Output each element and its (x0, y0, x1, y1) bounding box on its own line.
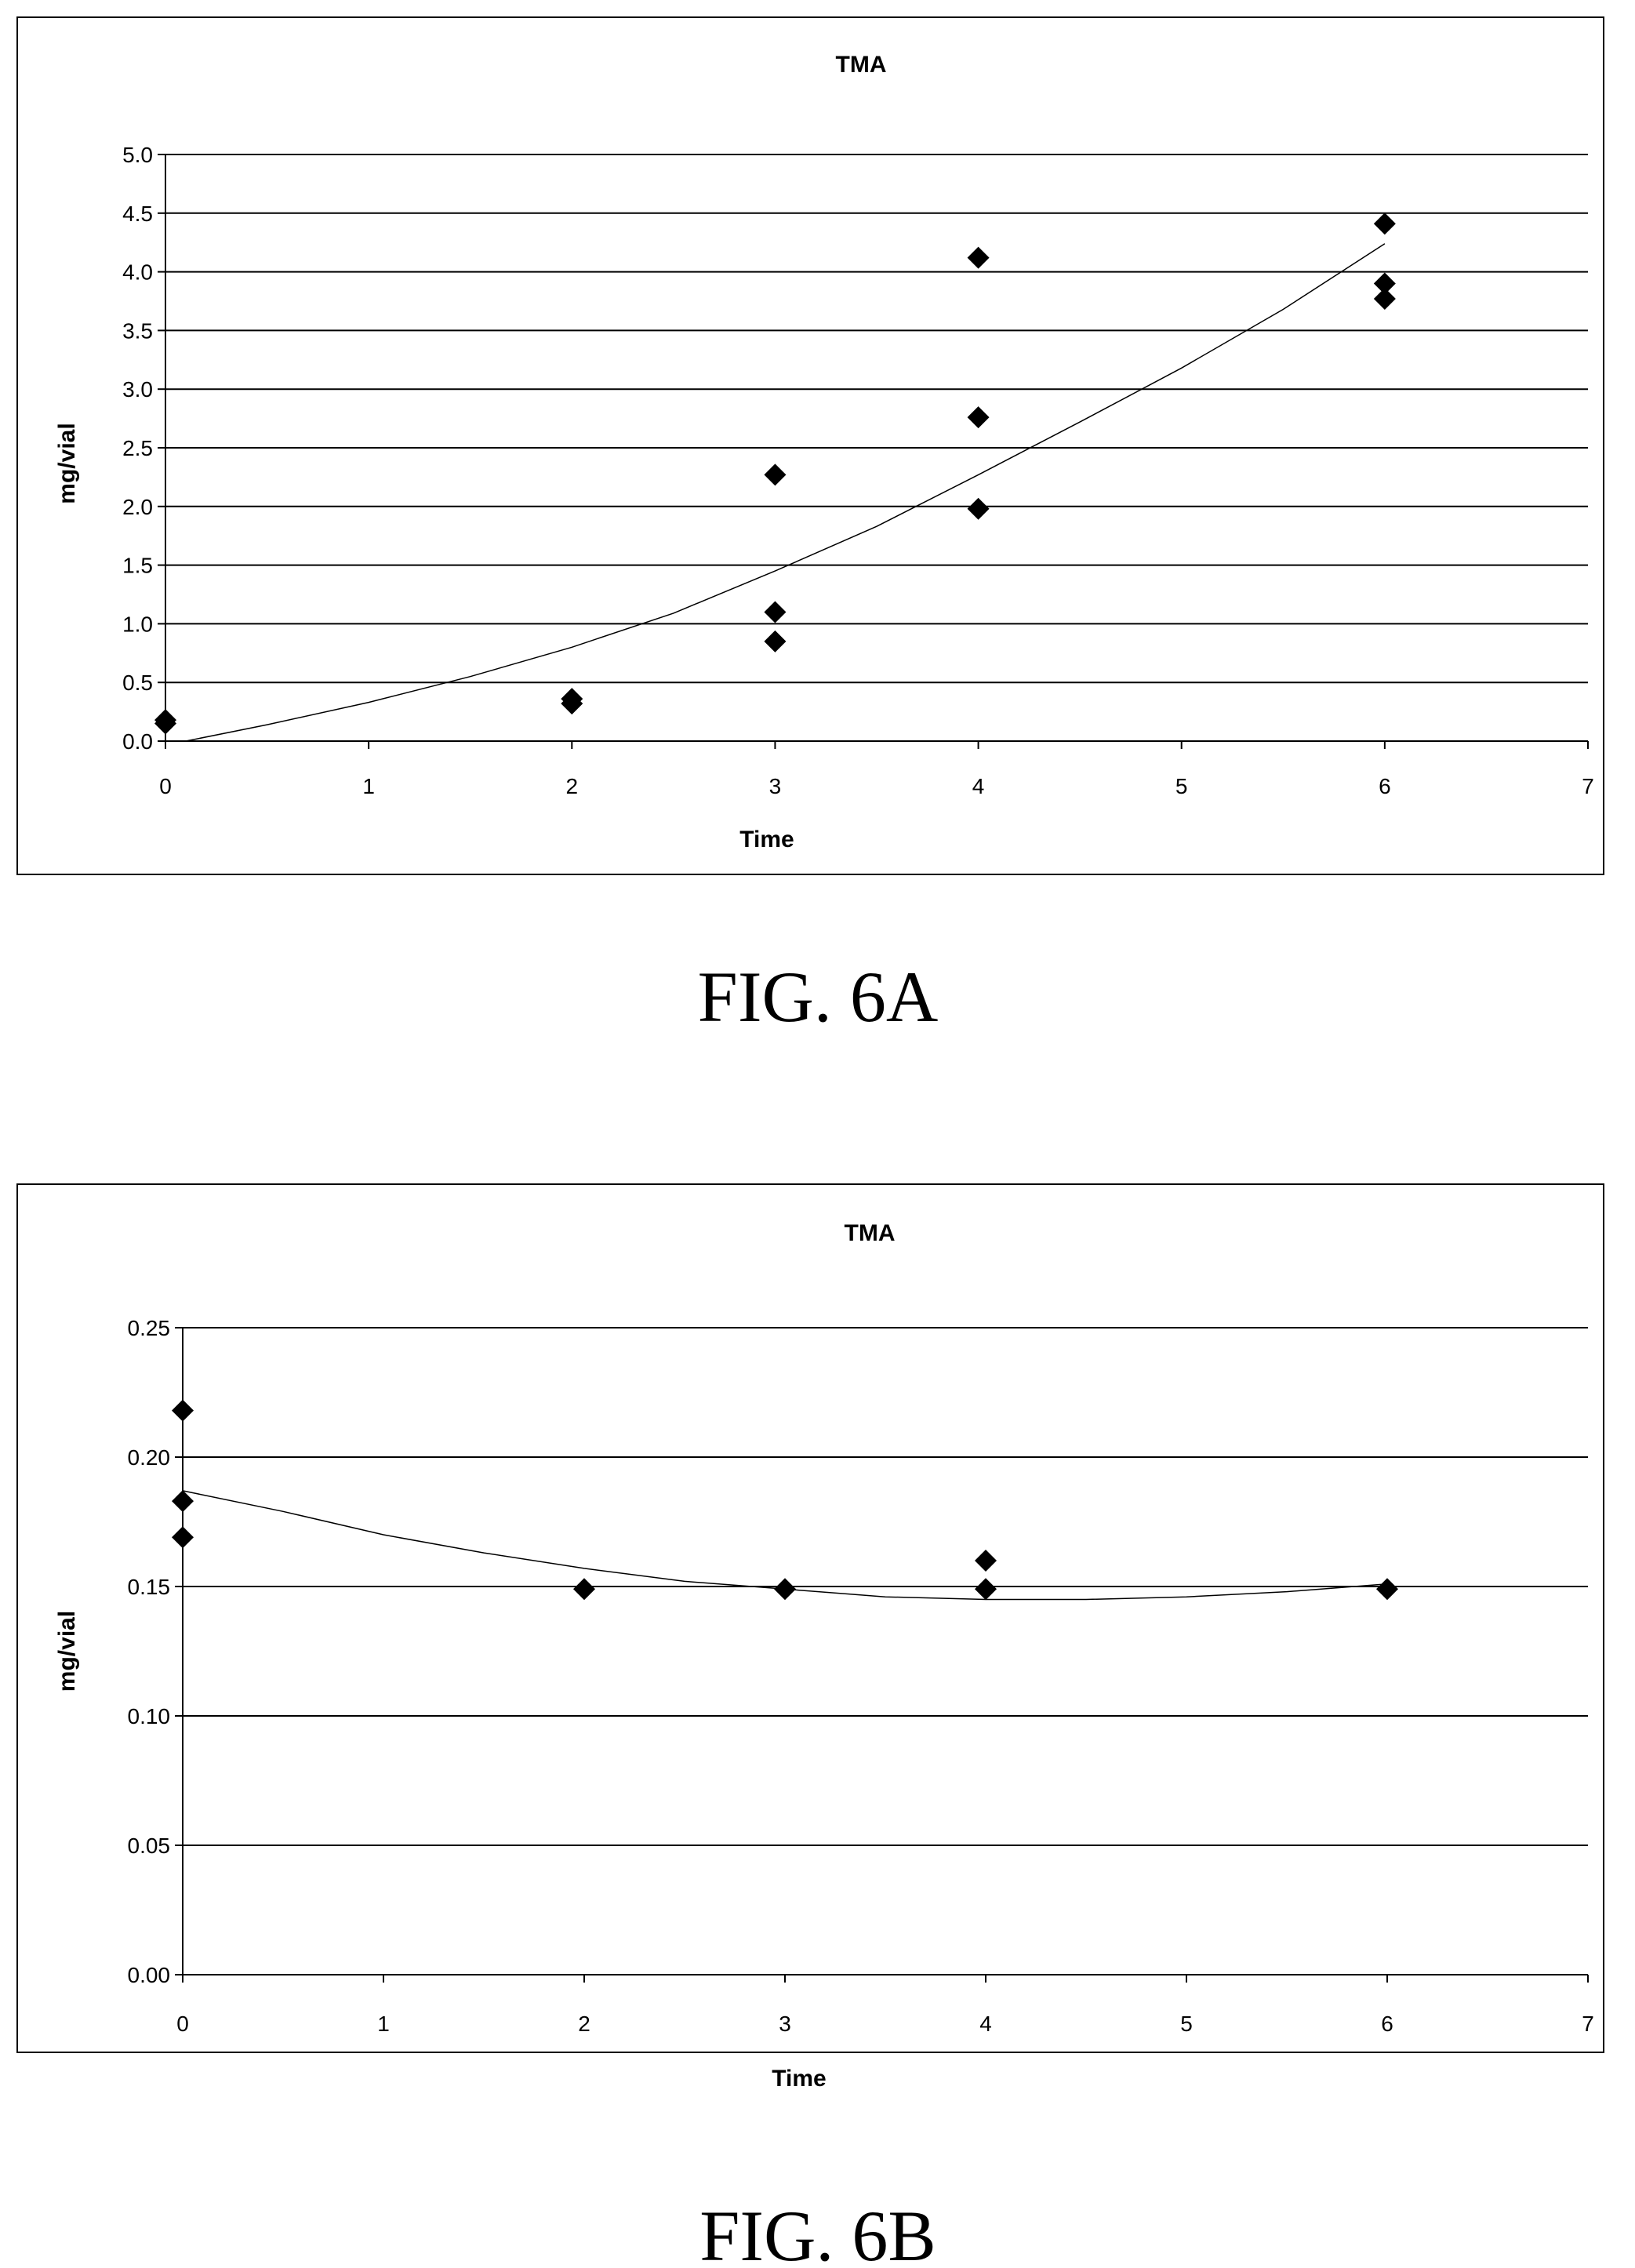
figure-caption-6b: FIG. 6B (699, 2196, 936, 2268)
y-tick-label: 1.5 (122, 554, 153, 578)
data-point (774, 1578, 796, 1601)
y-tick-label: 2.0 (122, 495, 153, 519)
data-point (975, 1578, 997, 1601)
data-point (1373, 272, 1396, 295)
data-point (1376, 1578, 1398, 1601)
x-axis-label: Time (772, 2066, 826, 2092)
x-tick-label: 4 (979, 2012, 992, 2036)
x-tick-label: 3 (779, 2012, 791, 2036)
chart-fig-6b: TMA 0.00 0.05 0.10 0.15 0.20 0.25 0 1 2 3 4 5 6 7 Time m… (16, 1183, 1604, 2092)
y-tick-label: 0.15 (128, 1575, 171, 1599)
x-tick-label: 2 (565, 774, 578, 798)
data-point (154, 712, 176, 735)
data-point (967, 497, 990, 520)
y-tick-label: 2.5 (122, 436, 153, 460)
y-tick-label: 0.00 (128, 1963, 171, 1987)
data-point (1373, 213, 1396, 235)
data-point (764, 601, 787, 623)
chart-frame (16, 16, 1604, 875)
y-tick-label: 4.5 (122, 202, 153, 226)
x-tick-label: 1 (377, 2012, 390, 2036)
y-tick-label: 3.0 (122, 377, 153, 402)
chart-title: TMA (836, 52, 887, 78)
data-point (975, 1550, 997, 1572)
x-axis-label: Time (739, 827, 794, 852)
data-point (1373, 288, 1396, 311)
chart-title: TMA (845, 1220, 896, 1246)
y-axis-label: mg/vial (54, 423, 80, 503)
y-tick-label: 1.0 (122, 612, 153, 636)
x-tick-label: 3 (769, 774, 782, 798)
y-tick-label: 3.5 (122, 318, 153, 343)
chart-frame (16, 1183, 1604, 2053)
figure-caption-6a: FIG. 6A (698, 957, 939, 1037)
y-tick-label: 0.20 (128, 1445, 171, 1470)
x-tick-label: 5 (1175, 774, 1188, 798)
trendline (185, 243, 1386, 742)
data-point (764, 463, 787, 486)
x-tick-label: 2 (578, 2012, 590, 2036)
data-point (967, 406, 990, 429)
data-point (172, 1490, 194, 1513)
x-tick-label: 5 (1180, 2012, 1193, 2036)
x-tick-label: 0 (159, 774, 172, 798)
x-tick-label: 6 (1379, 774, 1391, 798)
y-tick-label: 0.10 (128, 1704, 171, 1728)
y-axis-label: mg/vial (54, 1611, 80, 1692)
y-tick-label: 4.0 (122, 260, 153, 285)
data-point (764, 630, 787, 652)
x-tick-label: 0 (176, 2012, 189, 2036)
y-tick-label: 0.0 (122, 729, 153, 754)
data-point (967, 246, 990, 269)
y-tick-label: 0.5 (122, 671, 153, 695)
y-tick-label: 0.05 (128, 1834, 171, 1858)
x-tick-label: 6 (1381, 2012, 1393, 2036)
chart-fig-6a: TMA 0.0 0.5 1.0 1.5 2.0 2.5 3.0 3.5 4.0 4.5 5.0 0 1 2 3… (16, 16, 1604, 875)
data-point (561, 692, 583, 715)
y-tick-label: 5.0 (122, 143, 153, 167)
data-point (172, 1399, 194, 1422)
data-point (172, 1526, 194, 1549)
x-tick-label: 1 (362, 774, 375, 798)
x-tick-label: 4 (972, 774, 985, 798)
y-tick-label: 0.25 (128, 1316, 171, 1340)
data-point (573, 1578, 595, 1601)
x-tick-label: 7 (1582, 2012, 1594, 2036)
x-tick-label: 7 (1582, 774, 1594, 798)
